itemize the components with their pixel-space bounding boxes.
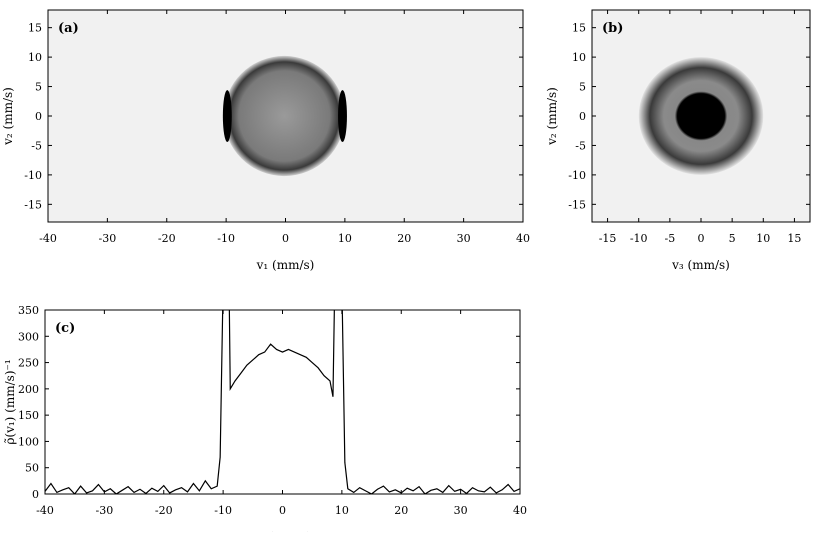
x-tick-label: -15 bbox=[599, 232, 617, 245]
x-tick-label: 15 bbox=[787, 232, 801, 245]
x-tick-label: 30 bbox=[454, 504, 468, 517]
x-tick-label: 10 bbox=[338, 232, 352, 245]
density-ring bbox=[638, 57, 764, 175]
y-tick-label: 150 bbox=[18, 409, 39, 422]
x-tick-label: 10 bbox=[756, 232, 770, 245]
panel-label: (b) bbox=[602, 21, 623, 36]
x-tick-label: 20 bbox=[394, 504, 408, 517]
x-tick-label: -30 bbox=[96, 504, 114, 517]
y-tick-label: -5 bbox=[31, 139, 42, 152]
x-tick-label: -5 bbox=[664, 232, 675, 245]
y-tick-label: -15 bbox=[24, 198, 42, 211]
x-tick-label: 0 bbox=[282, 232, 289, 245]
x-tick-label: 10 bbox=[335, 504, 349, 517]
x-tick-label: -10 bbox=[630, 232, 648, 245]
x-tick-label: 40 bbox=[516, 232, 530, 245]
y-axis-label: ρ̃(v₁) (mm/s)⁻¹ bbox=[3, 359, 17, 444]
x-tick-label: 0 bbox=[279, 504, 286, 517]
x-tick-label: 0 bbox=[698, 232, 705, 245]
x-tick-label: 30 bbox=[457, 232, 471, 245]
x-tick-label: -20 bbox=[155, 504, 173, 517]
x-tick-label: 20 bbox=[397, 232, 411, 245]
x-tick-label: -40 bbox=[36, 504, 54, 517]
y-tick-label: -15 bbox=[568, 198, 586, 211]
data-line bbox=[45, 310, 520, 494]
y-tick-label: 0 bbox=[35, 110, 42, 123]
y-tick-label: 100 bbox=[18, 435, 39, 448]
y-tick-label: 10 bbox=[572, 51, 586, 64]
y-tick-label: 0 bbox=[579, 110, 586, 123]
y-axis-label: v₂ (mm/s) bbox=[1, 87, 15, 146]
y-tick-label: -10 bbox=[568, 169, 586, 182]
y-tick-label: 15 bbox=[572, 22, 586, 35]
x-tick-label: -40 bbox=[39, 232, 57, 245]
y-tick-label: 5 bbox=[579, 81, 586, 94]
x-axis-label: v₁ (mm/s) bbox=[256, 258, 315, 272]
y-tick-label: 250 bbox=[18, 357, 39, 370]
y-tick-label: 5 bbox=[35, 81, 42, 94]
y-tick-label: 10 bbox=[28, 51, 42, 64]
y-tick-label: 0 bbox=[32, 488, 39, 501]
x-tick-label: -10 bbox=[217, 232, 235, 245]
x-tick-label: 5 bbox=[729, 232, 736, 245]
y-axis-label: v₂ (mm/s) bbox=[545, 87, 559, 146]
x-axis-label: v₃ (mm/s) bbox=[671, 258, 730, 272]
dense-cap bbox=[222, 90, 232, 142]
y-tick-label: 200 bbox=[18, 383, 39, 396]
x-tick-label: 40 bbox=[513, 504, 527, 517]
y-tick-label: 300 bbox=[18, 330, 39, 343]
x-tick-label: -30 bbox=[99, 232, 117, 245]
y-tick-label: -5 bbox=[575, 139, 586, 152]
panel-label: (a) bbox=[58, 21, 79, 36]
x-tick-label: -20 bbox=[158, 232, 176, 245]
y-tick-label: -10 bbox=[24, 169, 42, 182]
plot-frame bbox=[44, 309, 521, 495]
y-tick-label: 350 bbox=[18, 304, 39, 317]
density-sphere bbox=[223, 55, 345, 177]
x-tick-label: -10 bbox=[214, 504, 232, 517]
dense-cap bbox=[338, 90, 347, 142]
y-tick-label: 50 bbox=[25, 462, 39, 475]
y-tick-label: 15 bbox=[28, 22, 42, 35]
panel-label: (c) bbox=[55, 321, 75, 336]
